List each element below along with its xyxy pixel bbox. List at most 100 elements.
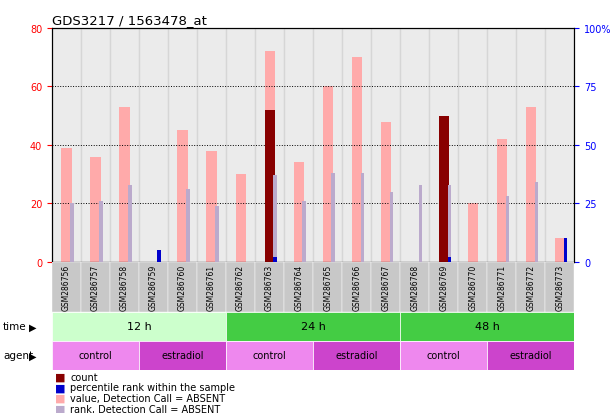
Text: GSM286765: GSM286765	[323, 264, 332, 310]
Text: control: control	[253, 351, 287, 361]
Bar	[235, 175, 246, 262]
Bar	[525, 108, 536, 262]
Bar	[90, 157, 101, 262]
Text: GDS3217 / 1563478_at: GDS3217 / 1563478_at	[52, 14, 207, 27]
Bar	[168, 29, 197, 262]
Bar	[546, 29, 574, 262]
Text: control: control	[427, 351, 461, 361]
Bar	[564, 239, 567, 262]
Text: estradiol: estradiol	[510, 351, 552, 361]
Bar	[81, 29, 110, 262]
Bar	[197, 262, 226, 312]
Bar	[429, 29, 458, 262]
Bar	[52, 342, 139, 370]
Bar	[516, 262, 546, 312]
Bar	[265, 52, 275, 262]
Bar	[255, 29, 284, 262]
Text: GSM286761: GSM286761	[207, 264, 216, 310]
Bar	[70, 204, 74, 262]
Text: GSM286759: GSM286759	[149, 264, 158, 310]
Bar	[168, 262, 197, 312]
Text: agent: agent	[3, 351, 33, 361]
Bar	[342, 262, 371, 312]
Bar	[226, 342, 313, 370]
Bar	[110, 262, 139, 312]
Text: GSM286766: GSM286766	[352, 264, 361, 310]
Bar	[61, 149, 71, 262]
Text: percentile rank within the sample: percentile rank within the sample	[70, 382, 235, 392]
Bar	[274, 258, 277, 262]
Bar	[467, 204, 478, 262]
Text: GSM286768: GSM286768	[410, 264, 419, 310]
Text: GSM286756: GSM286756	[62, 264, 71, 310]
Bar	[139, 29, 168, 262]
Text: GSM286758: GSM286758	[120, 264, 129, 310]
Text: ■: ■	[55, 404, 65, 413]
Bar	[488, 342, 574, 370]
Bar	[371, 262, 400, 312]
Bar	[119, 108, 130, 262]
Text: 48 h: 48 h	[475, 322, 500, 332]
Bar	[197, 29, 226, 262]
Bar	[448, 185, 451, 262]
Bar	[313, 262, 342, 312]
Bar	[274, 176, 277, 262]
Bar	[516, 29, 546, 262]
Bar	[506, 197, 509, 262]
Text: GSM286764: GSM286764	[294, 264, 303, 310]
Text: GSM286767: GSM286767	[381, 264, 390, 310]
Bar	[488, 29, 516, 262]
Text: estradiol: estradiol	[335, 351, 378, 361]
Text: 24 h: 24 h	[301, 322, 326, 332]
Bar	[351, 58, 362, 262]
Bar	[332, 173, 335, 262]
Bar	[302, 202, 306, 262]
Text: GSM286760: GSM286760	[178, 264, 187, 310]
Bar	[177, 131, 188, 262]
Text: GSM286770: GSM286770	[468, 264, 477, 310]
Text: ■: ■	[55, 372, 65, 382]
Bar	[265, 111, 275, 262]
Text: ■: ■	[55, 393, 65, 403]
Bar	[555, 239, 565, 262]
Bar	[52, 29, 81, 262]
Text: GSM286769: GSM286769	[439, 264, 448, 310]
Bar	[128, 185, 132, 262]
Bar	[429, 262, 458, 312]
Bar	[448, 258, 451, 262]
Bar	[497, 140, 507, 262]
Text: value, Detection Call = ABSENT: value, Detection Call = ABSENT	[70, 393, 225, 403]
Bar	[52, 262, 81, 312]
Text: ▶: ▶	[29, 351, 37, 361]
Text: ■: ■	[55, 382, 65, 392]
Bar	[360, 173, 364, 262]
Bar	[488, 262, 516, 312]
Bar	[400, 342, 488, 370]
Bar	[293, 163, 304, 262]
Text: GSM286772: GSM286772	[526, 264, 535, 310]
Bar	[313, 29, 342, 262]
Bar	[284, 29, 313, 262]
Bar	[535, 183, 538, 262]
Bar	[100, 202, 103, 262]
Bar	[458, 262, 488, 312]
Bar	[255, 262, 284, 312]
Bar	[110, 29, 139, 262]
Bar	[323, 87, 333, 262]
Bar	[400, 262, 429, 312]
Bar	[226, 29, 255, 262]
Bar	[216, 206, 219, 262]
Bar	[342, 29, 371, 262]
Text: GSM286771: GSM286771	[497, 264, 507, 310]
Bar	[52, 313, 226, 341]
Text: time: time	[3, 322, 27, 332]
Bar	[139, 342, 226, 370]
Text: ▶: ▶	[29, 322, 37, 332]
Bar	[186, 190, 190, 262]
Bar	[226, 313, 400, 341]
Text: GSM286757: GSM286757	[91, 264, 100, 310]
Bar	[207, 152, 217, 262]
Text: rank, Detection Call = ABSENT: rank, Detection Call = ABSENT	[70, 404, 221, 413]
Bar	[226, 262, 255, 312]
Bar	[458, 29, 488, 262]
